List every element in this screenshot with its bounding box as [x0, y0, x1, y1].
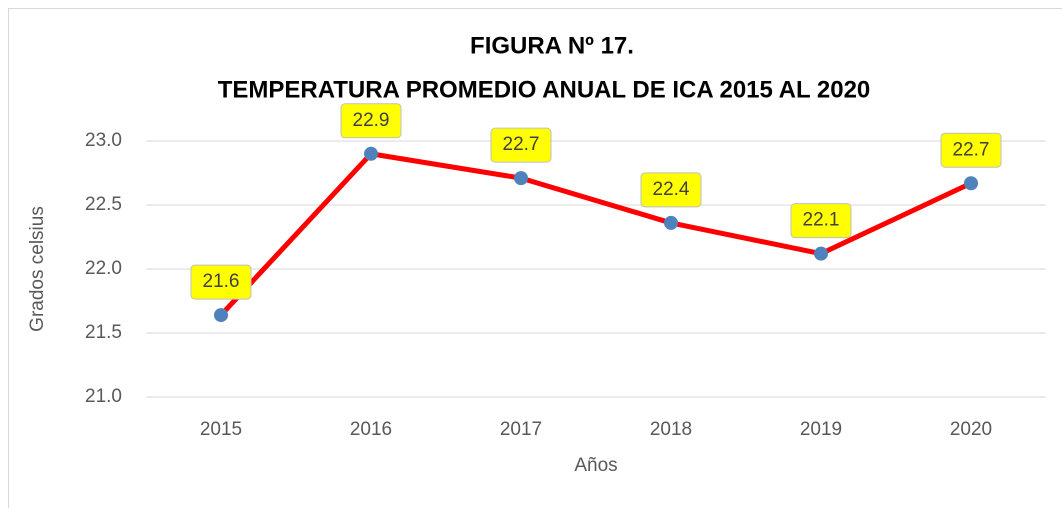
- y-tick-label: 22.0: [85, 258, 122, 279]
- data-point: [214, 308, 228, 323]
- label-box: [790, 203, 852, 239]
- data-label: 22.4: [653, 179, 690, 200]
- x-tick-label: 2020: [950, 419, 992, 440]
- data-label: 22.7: [503, 134, 540, 155]
- x-tick-label: 2015: [200, 419, 242, 440]
- label-box: [490, 127, 552, 163]
- label-box: [190, 264, 252, 300]
- y-axis-label: Grados celsius: [27, 206, 48, 332]
- y-tick-label: 23.0: [85, 130, 122, 151]
- label-box: [340, 103, 402, 139]
- data-point: [814, 246, 828, 261]
- data-label: 22.7: [953, 139, 990, 160]
- x-tick-label: 2018: [650, 419, 692, 440]
- data-label: 21.6: [203, 271, 240, 292]
- y-tick-label: 21.5: [85, 322, 122, 343]
- x-axis-label: Años: [574, 455, 617, 476]
- y-tick-label: 22.5: [85, 194, 122, 215]
- chart-frame: [8, 8, 1062, 508]
- x-tick-label: 2016: [350, 419, 392, 440]
- data-point: [664, 215, 678, 230]
- data-point: [364, 146, 378, 161]
- y-tick-label: 21.0: [85, 386, 122, 407]
- x-tick-label: 2019: [800, 419, 842, 440]
- data-label: 22.9: [353, 110, 390, 131]
- data-point: [964, 176, 978, 191]
- data-point: [514, 171, 528, 186]
- label-box: [940, 132, 1002, 168]
- chart-title: FIGURA Nº 17.: [470, 32, 634, 59]
- label-box: [640, 172, 702, 208]
- chart-subtitle: TEMPERATURA PROMEDIO ANUAL DE ICA 2015 A…: [218, 76, 871, 103]
- data-line: [219, 151, 973, 317]
- x-tick-label: 2017: [500, 419, 542, 440]
- data-label: 22.1: [803, 210, 840, 231]
